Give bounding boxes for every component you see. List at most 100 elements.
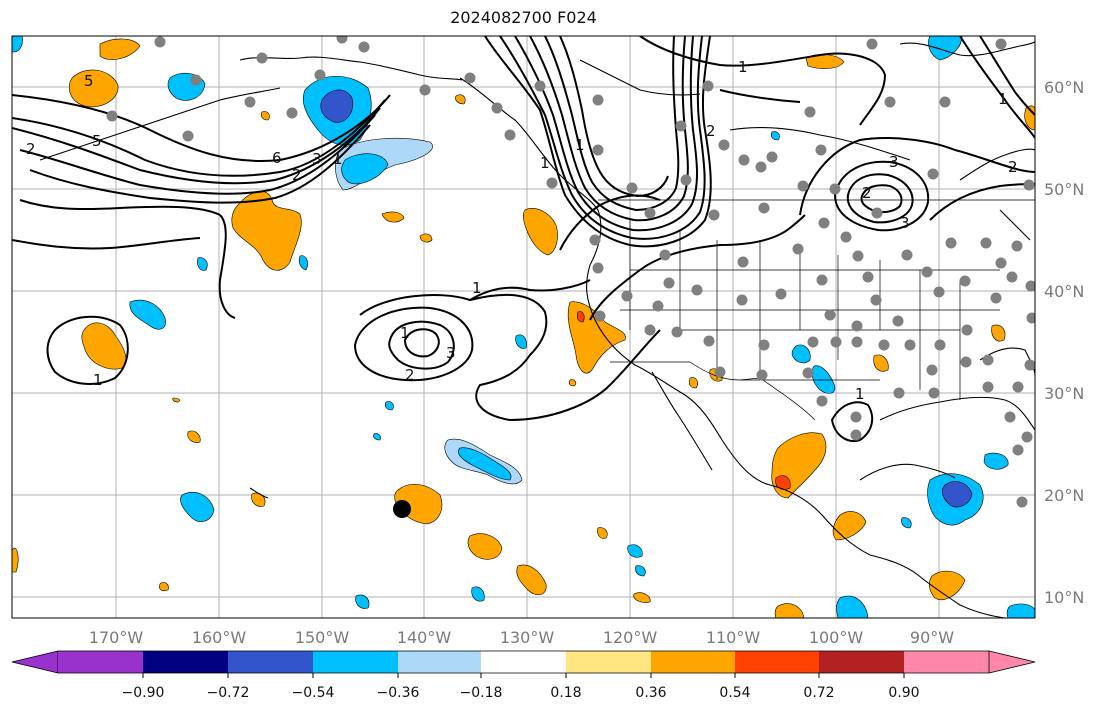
colorbar-tick-label: 0.90: [888, 685, 919, 701]
contour-label: 1: [540, 154, 550, 172]
lon-tick-label: 130°W: [500, 628, 555, 647]
colorbar-tick-label: −0.54: [292, 685, 335, 701]
deep-orange-blob: [576, 311, 585, 323]
lon-tick-label: 150°W: [295, 628, 350, 647]
cyan-blob: [928, 36, 963, 61]
orange-blob: [159, 582, 169, 592]
royal-blue-blob: [941, 481, 973, 508]
contour-label: 2: [292, 166, 302, 184]
lon-tick-label: 110°W: [706, 628, 761, 647]
contour-label: 3: [312, 150, 322, 168]
lat-tick-label: 50°N: [1044, 180, 1084, 199]
cyan-blob: [627, 544, 643, 558]
orange-blob: [929, 570, 966, 600]
lat-tick-label: 60°N: [1044, 78, 1084, 97]
cyan-blob: [458, 447, 512, 481]
colorbar-tick-label: −0.90: [122, 685, 165, 701]
contour-label: 2: [706, 122, 716, 140]
lat-tick-label: 30°N: [1044, 384, 1084, 403]
lat-tick-label: 40°N: [1044, 282, 1084, 301]
colorbar-tick-label: 0.18: [550, 685, 581, 701]
cyan-blob: [901, 517, 912, 529]
contour-label: 1: [93, 371, 103, 389]
contour-label: 2: [26, 140, 36, 158]
contour-label: 1: [333, 150, 343, 168]
cyan-blob: [635, 565, 646, 577]
contour-label: 3: [889, 153, 899, 171]
orange-blob: [688, 377, 698, 389]
map-border: [11, 35, 1036, 619]
cyan-blob: [180, 491, 215, 522]
colorbar-tick-label: −0.36: [377, 685, 420, 701]
contour-label: 1: [998, 90, 1008, 108]
colorbar-segment: [819, 651, 904, 673]
contour-label: 1: [472, 279, 482, 297]
colorbar-segment: [566, 651, 651, 673]
cyan-blob: [811, 365, 836, 394]
cyan-blob: [384, 401, 394, 411]
lon-tick-label: 120°W: [603, 628, 658, 647]
map-title: 2024082700 F024: [450, 8, 597, 27]
lon-tick-label: 90°W: [910, 628, 954, 647]
cyan-blob: [373, 433, 381, 441]
colorbar-segment: [481, 651, 566, 673]
contour-label: 2: [405, 366, 415, 384]
cyan-blob: [836, 595, 869, 618]
orange-blob: [467, 533, 503, 560]
storm-center-marker: [393, 500, 411, 518]
contour-label: 3: [900, 214, 910, 232]
latitude-axis: 60°N 50°N 40°N 30°N 20°N 10°N: [1044, 78, 1084, 607]
colorbar-extend-low: [11, 650, 59, 674]
orange-blob: [516, 564, 547, 596]
orange-blob: [568, 379, 577, 387]
lon-tick-label: 170°W: [89, 628, 144, 647]
contour-label: 2: [862, 184, 872, 202]
orange-blob: [69, 69, 119, 108]
colorbar-segment: [735, 651, 819, 673]
colorbar-segment: [143, 651, 228, 673]
colorbar-extend-high: [988, 650, 1036, 674]
cyan-blob: [197, 257, 208, 271]
colorbar-segment: [228, 651, 313, 673]
cyan-blob: [983, 452, 1009, 470]
orange-blob: [187, 430, 201, 443]
colorbar-segment: [313, 651, 398, 673]
colorbar-tick-label: −0.72: [207, 685, 250, 701]
contour-label: 5: [84, 72, 94, 90]
colorbar-segment: [651, 651, 735, 673]
royal-blue-blob: [320, 89, 354, 123]
cyan-blob: [515, 334, 527, 349]
colorbar-tick-label: 0.54: [719, 685, 750, 701]
deep-orange-blob: [775, 475, 791, 490]
contour-label: 3: [446, 344, 456, 362]
orange-blob: [522, 208, 558, 256]
orange-blob: [633, 592, 651, 603]
colorbar-tick-label: 0.36: [635, 685, 666, 701]
contour-lines: [12, 36, 1035, 442]
map-area: [12, 36, 1035, 618]
colorbar: −0.90 −0.72 −0.54 −0.36 −0.18 0.18 0.36 …: [11, 650, 1036, 701]
orange-blob: [873, 354, 889, 372]
orange-blob: [99, 38, 141, 60]
cyan-blob: [129, 299, 166, 330]
orange-blob: [991, 324, 1006, 342]
orange-blob: [455, 94, 466, 105]
orange-blob: [419, 233, 433, 243]
cyan-blob: [298, 255, 308, 271]
orange-blob: [381, 211, 405, 223]
cyan-blob: [1006, 603, 1035, 618]
longitude-axis: 170°W 160°W 150°W 140°W 130°W 120°W 110°…: [89, 628, 954, 647]
colorbar-segment: [398, 651, 481, 673]
orange-blob: [172, 397, 180, 403]
cyan-blob: [791, 344, 811, 364]
contour-label: 5: [92, 132, 102, 150]
orange-blob: [260, 111, 270, 121]
lat-tick-label: 20°N: [1044, 486, 1084, 505]
colorbar-segment: [58, 651, 143, 673]
cyan-blob: [471, 586, 485, 602]
orange-blob: [12, 547, 19, 573]
station-markers: [106, 36, 1035, 508]
orange-blob: [597, 527, 608, 539]
state-borders: [598, 199, 1035, 421]
